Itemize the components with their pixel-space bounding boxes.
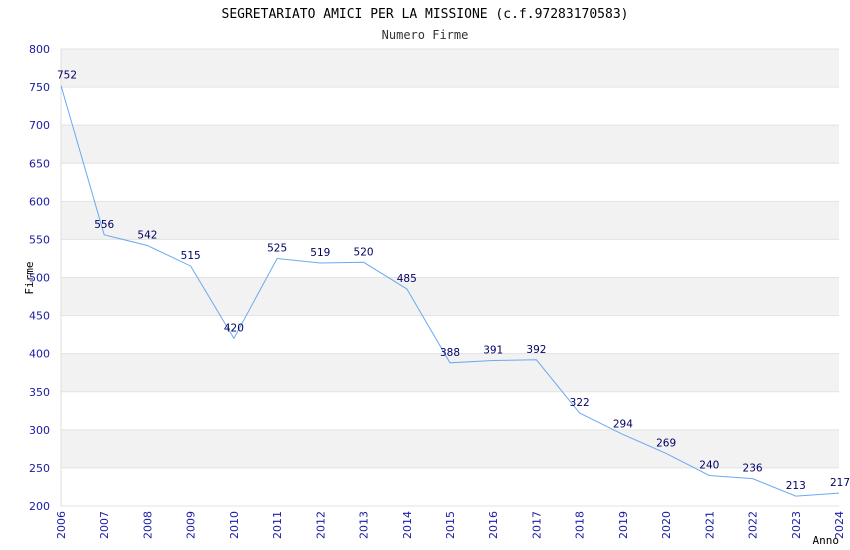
- grid-band: [61, 277, 839, 316]
- x-tick-label: 2007: [98, 511, 111, 539]
- data-label: 525: [267, 242, 287, 254]
- grid-band: [61, 163, 839, 202]
- data-label: 542: [137, 230, 157, 242]
- data-label: 294: [613, 418, 633, 430]
- x-tick-label: 2022: [747, 511, 760, 539]
- y-tick-label: 650: [29, 157, 50, 170]
- grid-band: [61, 125, 839, 164]
- x-tick-label: 2012: [314, 511, 327, 539]
- x-tick-label: 2009: [185, 511, 198, 539]
- grid-band: [61, 49, 839, 88]
- x-tick-label: 2011: [271, 511, 284, 539]
- y-tick-label: 700: [29, 119, 50, 132]
- grid-band: [61, 239, 839, 278]
- y-tick-label: 550: [29, 233, 50, 246]
- x-tick-label: 2015: [444, 511, 457, 539]
- data-label: 322: [570, 397, 590, 409]
- y-tick-label: 200: [29, 500, 50, 513]
- x-tick-label: 2024: [833, 511, 846, 539]
- data-label: 388: [440, 347, 460, 359]
- y-tick-label: 450: [29, 310, 50, 323]
- data-label: 519: [310, 247, 330, 259]
- data-label: 269: [656, 437, 676, 449]
- x-tick-label: 2013: [358, 511, 371, 539]
- data-label: 217: [830, 477, 850, 489]
- y-tick-label: 350: [29, 386, 50, 399]
- grid-band: [61, 87, 839, 126]
- x-tick-label: 2023: [790, 511, 803, 539]
- series-line: [60, 85, 840, 497]
- grid-band: [61, 391, 839, 430]
- y-axis-title: Firme: [23, 261, 36, 294]
- grid-band: [61, 467, 839, 506]
- grid-band: [61, 315, 839, 354]
- y-tick-label: 300: [29, 424, 50, 437]
- y-tick-label: 500: [29, 272, 50, 285]
- x-tick-label: 2016: [487, 511, 500, 539]
- data-label: 752: [57, 70, 77, 82]
- x-tick-label: 2008: [141, 511, 154, 539]
- x-tick-label: 2021: [703, 511, 716, 539]
- data-label: 420: [224, 322, 244, 334]
- data-label: 391: [483, 345, 503, 357]
- data-label: 485: [397, 273, 417, 285]
- x-tick-label: 2018: [574, 511, 587, 539]
- x-axis-ticks: 2006 2007 2008 2009 2010 2011 2012 2013 2014 2015…: [55, 511, 846, 539]
- x-tick-label: 2010: [228, 511, 241, 539]
- chart-title: SEGRETARIATO AMICI PER LA MISSIONE (c.f.…: [222, 7, 629, 22]
- data-label: 556: [94, 219, 114, 231]
- y-tick-label: 600: [29, 195, 50, 208]
- series-group: [60, 85, 840, 497]
- y-axis-ticks: 200 250 300 350 400 450 500 550 600 650 700 750 800: [29, 43, 50, 513]
- y-tick-label: 250: [29, 462, 50, 475]
- x-tick-label: 2014: [401, 511, 414, 539]
- x-tick-label: 2006: [55, 511, 68, 539]
- grid-band: [61, 353, 839, 392]
- x-axis-title: Anno: [813, 534, 840, 547]
- grid-band: [61, 429, 839, 468]
- chart-subtitle: Numero Firme: [382, 28, 469, 42]
- x-tick-label: 2020: [660, 511, 673, 539]
- grid-band: [61, 201, 839, 240]
- data-label: 520: [354, 246, 374, 258]
- x-tick-label: 2017: [530, 511, 543, 539]
- x-tick-label: 2019: [617, 511, 630, 539]
- data-label: 240: [699, 460, 719, 472]
- data-label: 213: [786, 480, 806, 492]
- grid-bands: [61, 49, 839, 506]
- data-label: 236: [743, 463, 763, 475]
- y-tick-label: 800: [29, 43, 50, 56]
- data-label: 392: [526, 344, 546, 356]
- y-tick-label: 750: [29, 81, 50, 94]
- grid-lines: [60, 48, 839, 507]
- data-label: 515: [181, 250, 201, 262]
- y-tick-label: 400: [29, 348, 50, 361]
- data-labels: 752 556 542 515 420 525 519 520 485 388 391 392 322 2…: [57, 70, 850, 493]
